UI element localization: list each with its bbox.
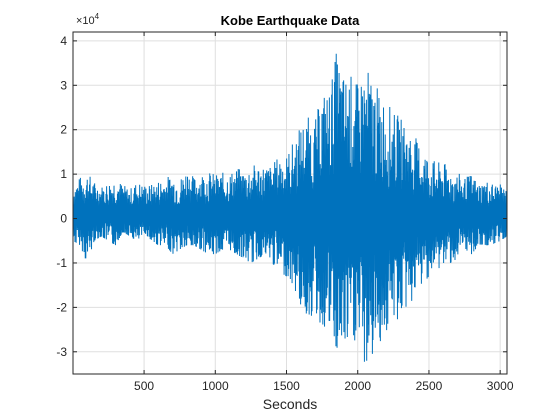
x-tick-label: 3000 [487, 379, 514, 393]
x-tick-label: 2000 [344, 379, 371, 393]
y-tick-label: -1 [56, 256, 67, 270]
y-tick-label: 4 [60, 34, 67, 48]
x-tick-label: 1500 [273, 379, 300, 393]
y-axis-multiplier-base: ×10 [76, 15, 95, 27]
y-tick-label: -2 [56, 300, 67, 314]
x-axis-ticks: 500 1000 1500 2000 2500 3000 [134, 32, 514, 393]
y-tick-label: -3 [56, 345, 67, 359]
x-tick-label: 1000 [202, 379, 229, 393]
x-tick-label: 2500 [416, 379, 443, 393]
x-tick-label: 500 [134, 379, 154, 393]
x-axis-label: Seconds [263, 396, 317, 412]
y-tick-label: 1 [60, 167, 67, 181]
y-tick-label: 2 [60, 123, 67, 137]
chart-title: Kobe Earthquake Data [221, 13, 360, 28]
y-axis-multiplier: ×104 [76, 12, 100, 27]
y-axis-multiplier-exponent: 4 [95, 12, 100, 21]
y-tick-label: 0 [60, 212, 67, 226]
y-axis-ticks: -3 -2 -1 0 1 2 3 4 [56, 34, 507, 359]
seismic-signal-line [73, 53, 507, 362]
axes-box [72, 31, 508, 375]
plot-area [73, 53, 507, 362]
y-tick-label: 3 [60, 78, 67, 92]
